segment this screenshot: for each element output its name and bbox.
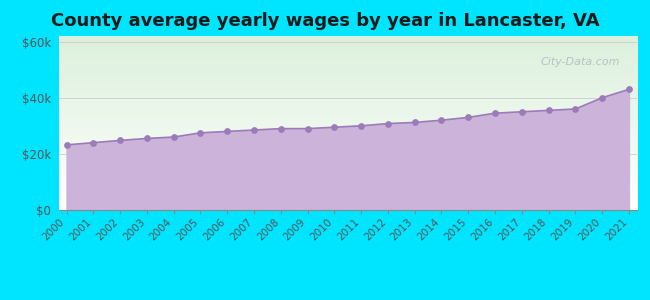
Point [302, 126, 313, 131]
Point [624, 87, 634, 92]
Point [383, 121, 393, 126]
Point [356, 123, 367, 128]
Text: County average yearly wages by year in Lancaster, VA: County average yearly wages by year in L… [51, 12, 599, 30]
Point [463, 115, 473, 120]
Point [115, 138, 125, 143]
Point [543, 108, 554, 113]
Point [61, 142, 72, 147]
Point [329, 125, 339, 130]
Point [222, 129, 233, 134]
Point [570, 106, 580, 111]
Point [490, 111, 501, 116]
Point [88, 140, 99, 145]
Point [436, 118, 447, 123]
Point [195, 130, 205, 135]
Point [168, 135, 179, 140]
Point [597, 95, 607, 100]
Point [142, 136, 152, 141]
Point [517, 110, 527, 114]
Text: City-Data.com: City-Data.com [540, 57, 619, 67]
Point [249, 128, 259, 132]
Point [410, 120, 420, 125]
Point [276, 126, 286, 131]
